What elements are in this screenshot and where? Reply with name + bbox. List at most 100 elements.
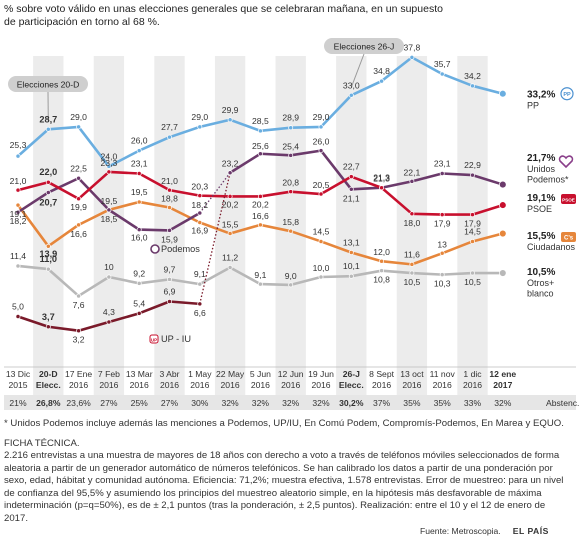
series-point-pp — [136, 148, 142, 154]
abstention-value: 32% — [252, 398, 270, 408]
series-point-cs — [348, 250, 354, 255]
legend-name-podemos: Podemos — [161, 244, 200, 254]
data-label-psoe: 23,1 — [131, 159, 148, 169]
data-label-otros: 9,1 — [254, 270, 266, 280]
psoe-logo-icon — [561, 194, 576, 204]
series-point-psoe — [348, 174, 354, 180]
abstention-value: 30,2% — [339, 398, 364, 408]
data-label-pp: 24,0 — [101, 151, 118, 161]
data-label-iu: 6,9 — [164, 286, 176, 296]
podemos-logo-icon — [150, 244, 160, 254]
data-label-iu: 5,0 — [12, 302, 24, 312]
data-label-pp: 33,0 — [343, 80, 360, 90]
data-label-otros: 9,2 — [133, 268, 145, 278]
series-point-psoe — [45, 179, 51, 185]
series-point-cs — [499, 229, 507, 238]
data-label-up: 22,9 — [464, 160, 481, 170]
x-tick-date: 7 Feb — [98, 369, 120, 379]
series-point-iu — [15, 314, 21, 319]
series-point-otros — [197, 281, 203, 287]
x-tick-year: 2016 — [190, 380, 209, 390]
abstention-label: Abstenc. — [546, 398, 579, 408]
series-point-up — [439, 171, 445, 176]
series-point-podemos — [167, 227, 172, 233]
data-label-up: 23,2 — [222, 159, 239, 169]
series-point-psoe — [439, 212, 445, 218]
abstention-value: 26,8% — [36, 398, 61, 408]
series-point-cs — [167, 205, 172, 210]
series-point-psoe — [76, 196, 82, 202]
data-label-up: 26,0 — [313, 137, 330, 147]
data-label-psoe: 20,3 — [191, 182, 208, 192]
chart-subtitle: % sobre voto válido en unas elecciones g… — [4, 3, 443, 28]
x-tick-date: 13 Mar — [126, 369, 153, 379]
election-20d-label-text: Elecciones 20-D — [17, 80, 80, 90]
series-point-pp — [409, 54, 415, 60]
series-point-otros — [136, 280, 142, 286]
series-point-cs — [227, 231, 233, 236]
x-tick-year: 2016 — [281, 380, 300, 390]
series-point-up — [318, 148, 324, 154]
x-tick-date: 13 Dic — [6, 369, 31, 379]
series-line-up — [228, 149, 505, 191]
data-label-cs: 13,9 — [39, 249, 57, 259]
data-label-pp: 28,7 — [39, 114, 57, 124]
data-label-cs: 16,9 — [191, 225, 208, 235]
data-label-podemos: 18,1 — [191, 200, 208, 210]
data-label-psoe: 21,0 — [10, 176, 27, 186]
column-band — [214, 56, 246, 396]
series-point-otros — [167, 276, 172, 282]
data-label-cs: 15,5 — [222, 220, 239, 230]
data-label-pp: 28,5 — [252, 116, 269, 126]
data-label-cs: 16,6 — [252, 211, 269, 221]
abstention-value: 33% — [464, 398, 482, 408]
data-label-podemos: 15,9 — [161, 234, 178, 244]
x-tick-year: Elecc. — [36, 380, 61, 390]
data-label-otros: 10,5 — [464, 277, 481, 287]
data-label-pp: 34,2 — [464, 71, 481, 81]
x-tick-year: Elecc. — [339, 380, 364, 390]
x-tick-date: 26-J — [343, 369, 360, 379]
legend-value-psoe: 19,1% — [527, 193, 555, 204]
abstention-value: 23,6% — [66, 398, 91, 408]
data-label-otros: 11,2 — [222, 253, 238, 263]
data-label-pp: 35,7 — [434, 59, 451, 69]
series-point-pp — [348, 92, 354, 98]
abstention-value: 21% — [9, 398, 27, 408]
column-bands — [33, 56, 488, 396]
x-tick-date: 11 nov — [430, 369, 456, 379]
x-tick-date: 12 Jun — [278, 369, 304, 379]
series-point-iu — [45, 324, 51, 330]
data-label-podemos: 22,5 — [70, 163, 87, 173]
series-point-pp — [45, 126, 51, 132]
series-point-pp — [106, 163, 112, 169]
data-label-podemos: 18,2 — [10, 216, 27, 226]
data-label-pp: 29,9 — [222, 105, 239, 115]
series-point-podemos — [45, 190, 51, 195]
abstention-band — [4, 395, 576, 410]
series-point-pp — [257, 128, 263, 134]
series-point-cs — [288, 228, 294, 234]
x-tick-year: 2016 — [251, 380, 270, 390]
column-band — [93, 56, 125, 396]
data-label-psoe: 21,0 — [161, 176, 178, 186]
series-point-otros — [409, 270, 415, 276]
source-text: Fuente: Metroscopia. — [420, 526, 501, 536]
x-tick-date: 12 ene — [489, 369, 516, 379]
series-point-podemos — [136, 227, 142, 233]
legend-name-otros: blanco — [527, 289, 554, 299]
x-tick-year: 2017 — [493, 380, 512, 390]
abstention-value: 37% — [373, 398, 391, 408]
series-point-pp — [76, 124, 82, 130]
up-iu-logo-icon — [149, 334, 159, 344]
legend-value-up: 21,7% — [527, 153, 555, 164]
series-point-cs — [439, 250, 445, 256]
data-label-cs: 13,1 — [343, 238, 360, 248]
legend-name-up: Unidos — [527, 164, 556, 174]
data-label-psoe: 19,9 — [70, 202, 87, 212]
data-label-otros: 9,1 — [194, 269, 206, 279]
series-point-iu — [136, 310, 142, 316]
series-point-psoe — [470, 212, 475, 218]
x-tick-date: 1 May — [188, 369, 212, 379]
data-label-otros: 10,8 — [373, 275, 390, 285]
